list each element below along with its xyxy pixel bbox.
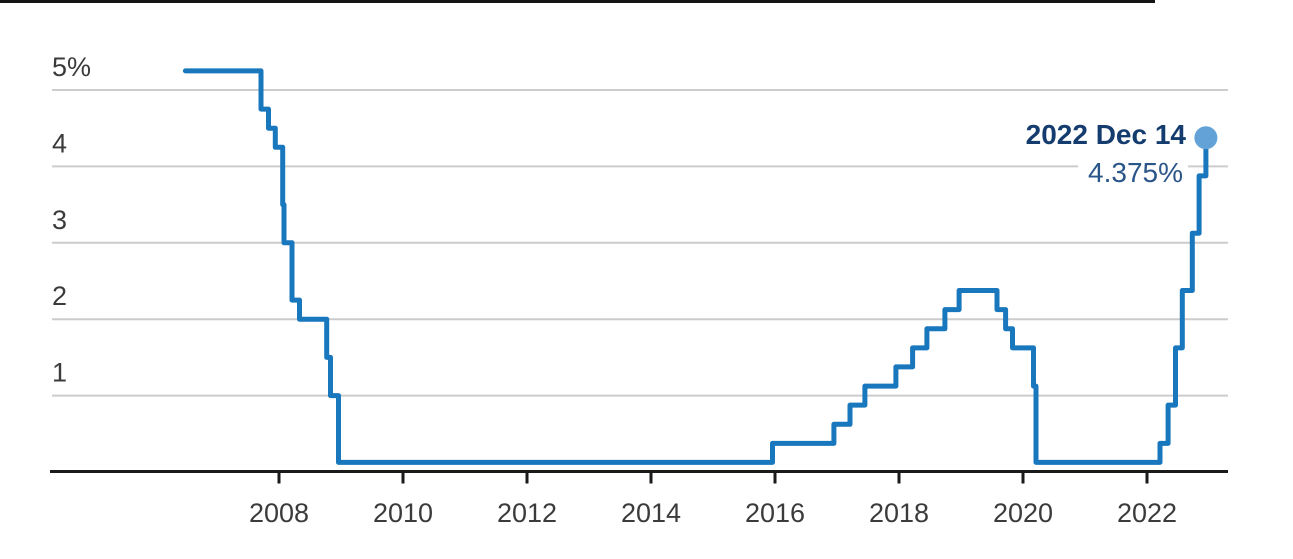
x-tick-label-2008: 2008 (249, 498, 309, 528)
y-tick-label-1: 1 (52, 358, 67, 388)
x-axis-labels: 2008 2010 2012 2014 2016 2018 2020 2022 (249, 498, 1177, 528)
y-tick-label-2: 2 (52, 281, 67, 311)
x-tick-label-2012: 2012 (497, 498, 557, 528)
x-tick-label-2018: 2018 (869, 498, 929, 528)
y-tick-label-3: 3 (52, 205, 67, 235)
latest-value-dot (1194, 126, 1218, 150)
x-tick-label-2016: 2016 (745, 498, 805, 528)
y-tick-label-5: 5% (52, 52, 91, 82)
x-axis-ticks (277, 471, 1149, 484)
x-tick-label-2014: 2014 (621, 498, 681, 528)
y-axis-labels: 5% 4 3 2 1 (52, 52, 91, 388)
x-tick-label-2010: 2010 (373, 498, 433, 528)
annotation-value: 4.375% (1088, 157, 1183, 188)
y-tick-label-4: 4 (52, 128, 67, 158)
top-rule (0, 0, 1155, 3)
annotation-backplate (1078, 157, 1188, 188)
x-tick-label-2022: 2022 (1117, 498, 1177, 528)
rate-step-line (182, 68, 1209, 465)
x-tick-label-2020: 2020 (993, 498, 1053, 528)
gridlines (52, 89, 1228, 397)
annotation-date: 2022 Dec 14 (1026, 119, 1187, 150)
